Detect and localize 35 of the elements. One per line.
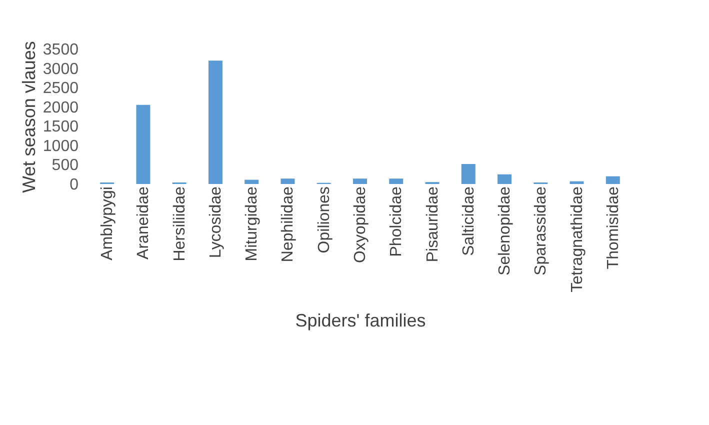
bar <box>353 178 367 184</box>
y-tick-label: 0 <box>70 176 79 194</box>
bar <box>606 176 620 184</box>
x-tick-label: Nephilidae <box>280 186 297 262</box>
bar <box>389 178 404 184</box>
x-tick-label: Miturgidae <box>244 186 261 262</box>
bar <box>244 180 259 184</box>
y-tick-label: 2500 <box>42 80 79 98</box>
x-tick-label: Araneidae <box>135 186 152 260</box>
x-axis-title: Spiders' families <box>295 310 426 330</box>
x-tick-label: Opiliones <box>316 186 333 254</box>
x-tick-label: Pholcidae <box>388 186 406 257</box>
bar <box>570 181 584 184</box>
y-tick-label: 500 <box>52 157 79 174</box>
x-tick-label: Lycosidae <box>207 186 224 258</box>
x-tick-label: Amblypygi <box>99 186 116 260</box>
y-tick-label: 3500 <box>42 42 79 58</box>
x-tick-label: Pisauridae <box>424 186 442 262</box>
x-tick-label: Thomisidae <box>604 186 622 270</box>
y-tick-label: 3000 <box>42 60 79 78</box>
y-axis-title: Wet season vlaues <box>18 41 39 193</box>
bar <box>208 60 222 184</box>
bar <box>280 178 295 184</box>
x-tick-label: Selenopidae <box>496 186 514 276</box>
bar <box>136 104 150 184</box>
x-tick-label: Salticidae <box>460 186 478 256</box>
bar <box>461 164 476 184</box>
x-tick-label: Hersiliidae <box>171 186 188 262</box>
bar <box>498 174 512 184</box>
x-tick-label: Oxyopidae <box>352 186 369 263</box>
y-tick-label: 1500 <box>42 118 79 136</box>
y-tick-label: 1000 <box>42 138 79 155</box>
x-tick-label: Tetragnathidae <box>568 186 586 292</box>
x-tick-label: Sparassidae <box>532 186 550 276</box>
y-tick-label: 2000 <box>42 99 79 116</box>
